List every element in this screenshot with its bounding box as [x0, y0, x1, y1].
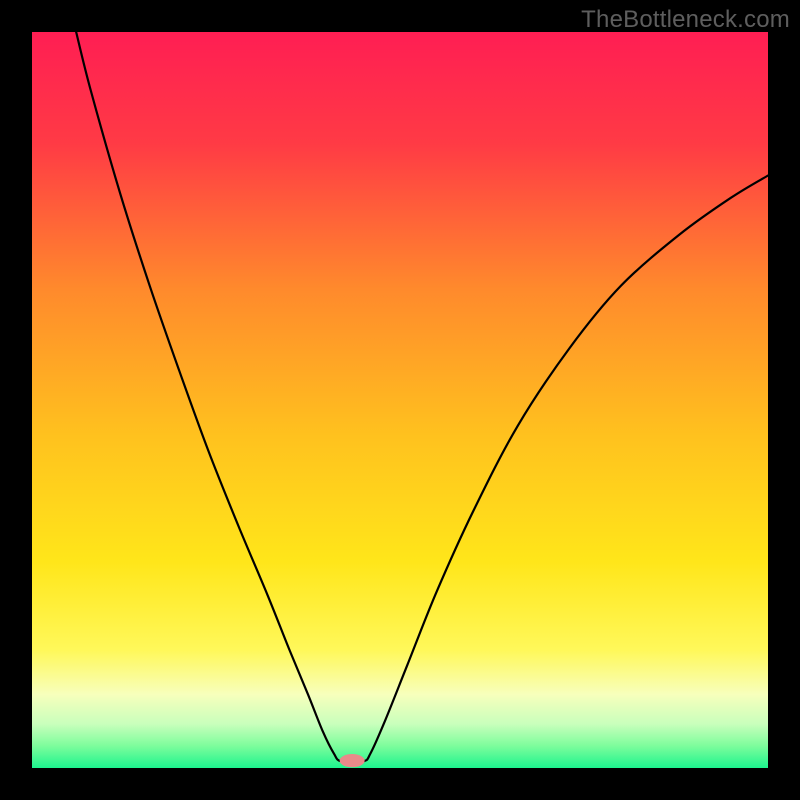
bottleneck-chart [32, 32, 768, 768]
chart-frame: TheBottleneck.com [0, 0, 800, 800]
optimal-point-marker [340, 754, 365, 767]
gradient-background [32, 32, 768, 768]
plot-area [32, 32, 768, 768]
watermark-text: TheBottleneck.com [581, 6, 790, 34]
